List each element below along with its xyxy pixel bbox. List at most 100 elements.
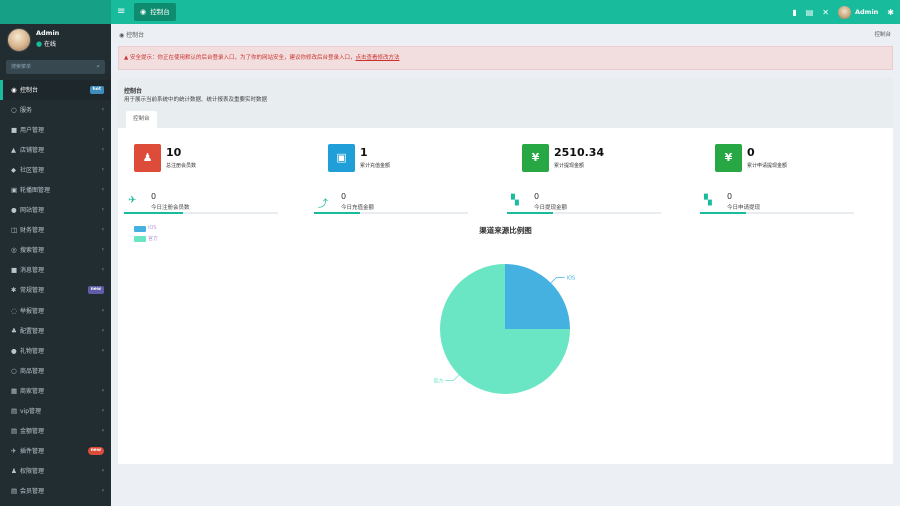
sidebar-item-3[interactable]: ▲ 店铺管理 ‹ [0, 140, 111, 160]
sidebar-item-6[interactable]: ● 网站管理 ‹ [0, 200, 111, 220]
chevron-left-icon: ‹ [101, 126, 104, 134]
pie-slice[interactable] [505, 264, 570, 329]
slice-label-line [550, 277, 565, 284]
sidebar-item-label: 网站管理 [20, 207, 45, 215]
menu-badge: new [87, 286, 104, 295]
chevron-left-icon: ‹ [101, 246, 104, 254]
sidebar-item-label: 常规管理 [20, 287, 45, 295]
user-panel: Admin ● 在线 [0, 24, 111, 56]
sidebar-item-5[interactable]: ▣ 轮播图管理 ‹ [0, 180, 111, 200]
yen-icon: ¥ [715, 144, 742, 172]
chevron-left-icon: ‹ [101, 406, 104, 414]
stat-box: ♟ 10 总注册会员数 [134, 144, 304, 174]
today-stat: ✈ 0 今日注册会员数 [128, 192, 278, 216]
sidebar-item-8[interactable]: ◎ 搜索管理 ‹ [0, 240, 111, 260]
avatar [837, 5, 851, 19]
search-icon[interactable]: ⌕ [96, 62, 100, 70]
chevron-left-icon: ‹ [101, 266, 104, 274]
line-chart-icon: ⤴ [318, 199, 328, 210]
sidebar-item-label: 权限管理 [20, 467, 45, 475]
sidebar-item-12[interactable]: ♣ 配置管理 ‹ [0, 321, 111, 341]
chevron-left-icon: ‹ [101, 386, 104, 394]
cogs-icon: ✱ [11, 286, 17, 295]
security-alert: ▲ 安全提示：你正在使用默认的后台登录入口，为了你的网站安全，建议你修改后台登录… [118, 46, 893, 70]
breadcrumb-current[interactable]: 控制台 [126, 32, 145, 39]
tab-dashboard[interactable]: ◉ 控制台 [134, 3, 176, 21]
message-icon: ■ [11, 266, 18, 275]
sidebar-item-label: 插件管理 [20, 447, 45, 455]
list-icon: ▤ [11, 426, 18, 435]
cart-icon: ▚ [704, 195, 712, 206]
menu-toggle-icon[interactable]: ≡ [117, 6, 126, 17]
sidebar-item-18[interactable]: ✈ 插件管理 new [0, 441, 111, 461]
gear-icon[interactable]: ✱ [887, 7, 894, 17]
language-icon[interactable]: ▤ [805, 7, 814, 17]
alert-link[interactable]: 点击查看修改方法 [355, 55, 400, 61]
today-stat: ▚ 0 今日申请提现 [704, 192, 854, 216]
sidebar-item-label: 礼物管理 [20, 347, 45, 355]
sidebar-search[interactable]: 搜索菜单 ⌕ [6, 60, 105, 74]
sidebar-item-7[interactable]: ◫ 财务管理 ‹ [0, 220, 111, 240]
sidebar-item-2[interactable]: ■ 用户管理 ‹ [0, 120, 111, 140]
sidebar-item-label: 金额管理 [20, 427, 45, 435]
sidebar-item-19[interactable]: ♟ 权限管理 ‹ [0, 461, 111, 481]
chevron-left-icon: ‹ [101, 226, 104, 234]
slice-label: IOS [567, 275, 576, 281]
slice-label-line [445, 374, 460, 381]
sidebar-item-label: 消息管理 [20, 267, 45, 275]
sidebar-item-9[interactable]: ■ 消息管理 ‹ [0, 260, 111, 280]
today-stat-label: 今日提现金额 [534, 205, 568, 211]
sidebar-item-15[interactable]: ▦ 商家管理 ‹ [0, 381, 111, 401]
sitemap-icon: ♣ [11, 326, 17, 335]
user-menu[interactable]: Admin [837, 5, 878, 19]
tab-dashboard-panel[interactable]: 控制台 [126, 111, 157, 128]
sidebar-item-label: 举报管理 [20, 307, 45, 315]
sidebar-item-0[interactable]: ◉ 控制台 hot [0, 80, 111, 101]
search-input[interactable]: 搜索菜单 [11, 64, 32, 70]
users-icon: ♟ [134, 144, 161, 172]
sidebar-item-13[interactable]: ● 礼物管理 ‹ [0, 341, 111, 361]
sidebar-item-label: 用户管理 [20, 127, 45, 135]
home-icon[interactable]: ◉ [119, 32, 125, 39]
fullscreen-icon[interactable]: ✕ [822, 7, 829, 17]
chevron-left-icon: ‹ [101, 326, 104, 334]
cart-icon: ▚ [511, 195, 519, 206]
stat-label: 累计充值金额 [360, 163, 391, 169]
today-stat: ▚ 0 今日提现金额 [511, 192, 661, 216]
chevron-left-icon: ‹ [101, 206, 104, 214]
chevron-left-icon: ‹ [101, 486, 104, 494]
menu-badge: hot [89, 86, 104, 94]
slice-label: 官方 [433, 378, 443, 385]
today-stat-value: 0 [534, 192, 540, 201]
progress-bar [700, 212, 854, 214]
sidebar-item-16[interactable]: ▤ vip管理 ‹ [0, 401, 111, 421]
today-stat-value: 0 [151, 192, 157, 201]
stat-label: 总注册会员数 [166, 163, 197, 169]
search-icon: ◎ [11, 246, 17, 255]
sidebar: Admin ● 在线 搜索菜单 ⌕ ◉ 控制台 hot ○ 服务 ‹ ■ 用户管理 ‹ ▲ 店铺管理… [0, 24, 111, 506]
stat-value: 2510.34 [554, 146, 605, 159]
list-icon: ▤ [11, 486, 18, 495]
today-stat-label: 今日申请提现 [727, 205, 761, 211]
stat-box: ¥2510.34 累计提现金额 [522, 144, 692, 174]
circle-icon: ○ [11, 366, 17, 375]
sidebar-item-10[interactable]: ✱ 常规管理 new [0, 280, 111, 300]
sidebar-item-1[interactable]: ○ 服务 ‹ [0, 100, 111, 120]
alert-text: 安全提示：你正在使用默认的后台登录入口，为了你的网站安全，建议你修改后台登录入口… [129, 55, 356, 61]
chevron-left-icon: ‹ [101, 346, 104, 354]
stat-label: 累计申请提现金额 [747, 163, 788, 169]
sidebar-item-label: 商家管理 [20, 387, 45, 395]
progress-fill [700, 212, 747, 214]
sidebar-item-11[interactable]: ◌ 举报管理 ‹ [0, 301, 111, 321]
list-icon: ▦ [11, 386, 18, 395]
sidebar-item-label: 会员管理 [20, 487, 45, 495]
sidebar-item-20[interactable]: ▤ 会员管理 ‹ [0, 481, 111, 501]
sidebar-item-4[interactable]: ◆ 社区管理 ‹ [0, 160, 111, 180]
user-name: Admin [36, 29, 60, 37]
pie-slice[interactable] [440, 264, 570, 394]
trash-icon[interactable]: ▮ [792, 7, 797, 17]
sidebar-item-14[interactable]: ○ 商品管理 [0, 361, 111, 381]
sidebar-item-17[interactable]: ▤ 金额管理 ‹ [0, 421, 111, 441]
panel-header: 控制台 用于展示当前系统中的统计数据、统计报表及重要实时数据 控制台 [118, 78, 893, 128]
pie-chart: IOS 官方 [433, 264, 576, 394]
